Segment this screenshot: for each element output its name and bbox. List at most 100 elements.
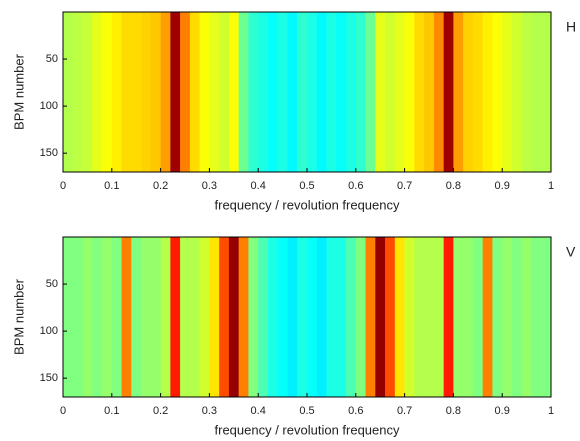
heat-column: [385, 237, 396, 397]
x-tick-label: 0: [60, 180, 66, 192]
heat-column: [102, 237, 113, 397]
heat-column: [355, 12, 366, 172]
heat-column: [199, 237, 210, 397]
heat-column: [111, 12, 122, 172]
heat-column: [346, 237, 357, 397]
heat-column: [131, 12, 142, 172]
heat-column: [424, 12, 435, 172]
heat-column: [219, 237, 230, 397]
heat-column: [150, 237, 161, 397]
x-tick-label: 0.2: [153, 180, 168, 192]
heat-column: [189, 12, 200, 172]
heat-column: [472, 12, 483, 172]
heat-column: [531, 237, 542, 397]
y-tick-label: 50: [46, 278, 58, 290]
heat-column: [316, 12, 327, 172]
heat-column: [511, 237, 523, 397]
heat-column: [219, 12, 230, 172]
panel-label: V: [566, 244, 576, 260]
x-tick-label: 0.5: [299, 405, 314, 417]
heat-column: [414, 12, 425, 172]
y-tick-label: 100: [40, 100, 58, 112]
heat-column: [141, 237, 152, 397]
heat-column: [394, 12, 405, 172]
heat-column: [160, 12, 171, 172]
x-tick-label: 0.3: [202, 180, 217, 192]
x-tick-label: 0.9: [495, 405, 510, 417]
heat-column: [228, 12, 239, 172]
heat-column: [502, 237, 513, 397]
heat-column: [63, 12, 74, 172]
heat-column: [277, 237, 288, 397]
heat-column: [72, 12, 83, 172]
heat-column: [394, 237, 405, 397]
heat-column: [424, 237, 435, 397]
heat-column: [472, 237, 483, 397]
y-axis-label: BPM number: [11, 53, 26, 130]
heat-column: [160, 237, 171, 397]
x-tick-label: 0: [60, 405, 66, 417]
heat-column: [238, 237, 249, 397]
y-tick-label: 100: [40, 325, 58, 337]
heat-column: [346, 12, 357, 172]
heat-column: [82, 237, 93, 397]
heat-column: [404, 237, 415, 397]
heat-column: [326, 237, 337, 397]
x-axis-label: frequency / revolution frequency: [215, 422, 400, 437]
x-tick-label: 0.6: [348, 405, 363, 417]
x-tick-label: 0.3: [202, 405, 217, 417]
y-axis-label: BPM number: [11, 278, 26, 355]
heat-column: [209, 12, 220, 172]
heat-column: [463, 12, 474, 172]
x-tick-label: 0.9: [495, 180, 510, 192]
heat-column: [433, 12, 444, 172]
x-tick-label: 0.1: [104, 180, 119, 192]
heat-column: [502, 12, 513, 172]
x-tick-label: 0.4: [251, 180, 266, 192]
heat-column: [121, 237, 132, 397]
heat-column: [141, 12, 152, 172]
heat-column: [307, 12, 318, 172]
heat-column: [541, 237, 552, 397]
heat-column: [248, 237, 259, 397]
heat-column: [375, 12, 386, 172]
heat-column: [92, 12, 103, 172]
heat-column: [180, 237, 191, 397]
heat-column: [102, 12, 113, 172]
heat-column: [180, 12, 191, 172]
heat-column: [375, 237, 386, 397]
heat-column: [199, 12, 210, 172]
heat-column: [63, 237, 74, 397]
heat-column: [433, 237, 444, 397]
y-tick-label: 50: [46, 53, 58, 65]
heat-column: [385, 12, 396, 172]
heat-column: [414, 237, 425, 397]
heat-column: [443, 237, 454, 397]
heat-column: [209, 237, 220, 397]
x-tick-label: 0.7: [397, 405, 412, 417]
heat-column: [297, 237, 308, 397]
heat-column: [336, 237, 347, 397]
x-tick-label: 1: [548, 180, 554, 192]
heat-column: [404, 12, 415, 172]
heat-column: [521, 237, 532, 397]
x-tick-label: 0.1: [104, 405, 119, 417]
heat-column: [365, 12, 376, 172]
heat-column: [170, 12, 181, 172]
heat-column: [228, 237, 239, 397]
heat-column: [355, 237, 366, 397]
heat-column: [482, 12, 493, 172]
heat-column: [336, 12, 347, 172]
heat-column: [150, 12, 161, 172]
x-axis-label: frequency / revolution frequency: [215, 197, 400, 212]
heat-column: [482, 237, 493, 397]
y-tick-label: 150: [40, 372, 58, 384]
heat-column: [238, 12, 249, 172]
x-tick-label: 0.8: [446, 405, 461, 417]
x-tick-label: 0.7: [397, 180, 412, 192]
heat-column: [443, 12, 454, 172]
x-tick-label: 0.5: [299, 180, 314, 192]
heat-column: [297, 12, 308, 172]
heat-column: [277, 12, 288, 172]
